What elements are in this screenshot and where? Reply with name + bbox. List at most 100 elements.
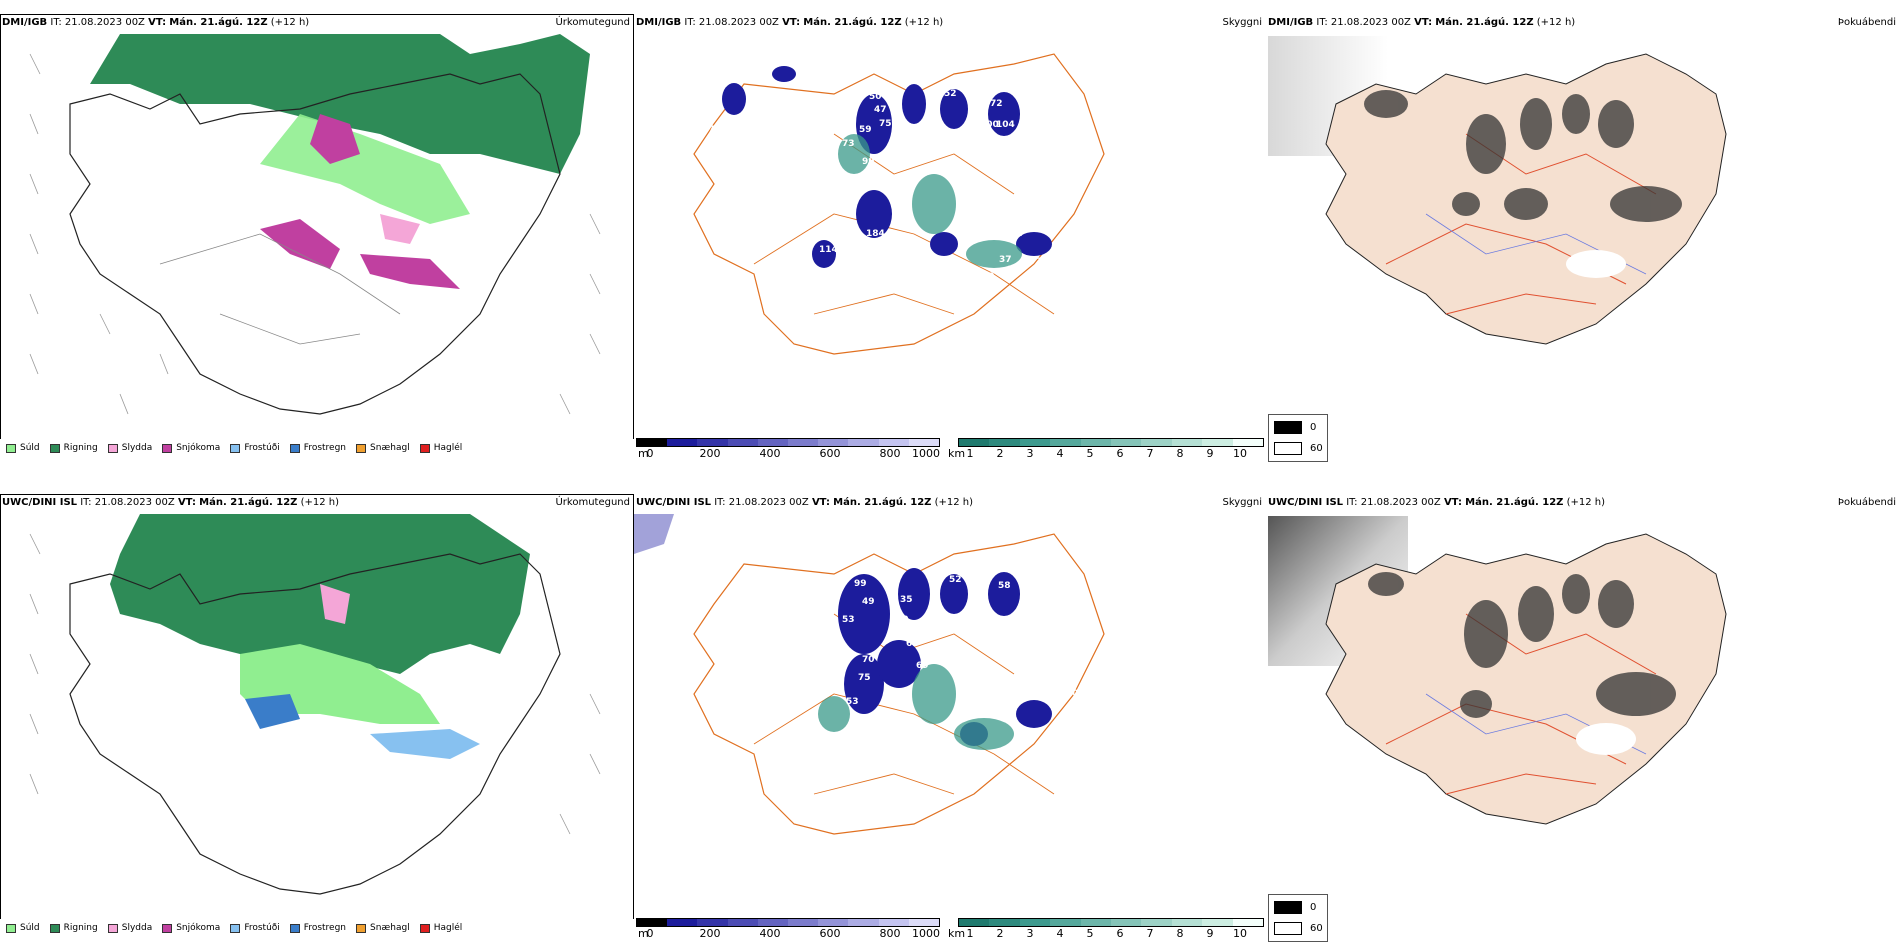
- ceiling-ticks: m 0 200 400 600 800 1000: [638, 447, 940, 460]
- precip-title: Úrkomutegund: [555, 497, 630, 508]
- legend-item: Snjókoma: [162, 443, 220, 453]
- hail-swatch: [419, 443, 430, 453]
- roads: [159, 233, 401, 345]
- value-label: 25: [1036, 257, 1049, 267]
- sleet-swatch: [107, 443, 118, 453]
- legend-item: Rigning: [49, 923, 98, 933]
- ceiling-colorbar: [636, 438, 940, 447]
- value-label: 173: [824, 197, 843, 207]
- fog-legend-black: [1274, 901, 1302, 914]
- value-label: 69: [1048, 617, 1061, 627]
- legend-item: Slydda: [107, 443, 152, 453]
- freezing-drizzle-area: [370, 729, 480, 759]
- value-label: 52: [949, 575, 962, 585]
- value-label: 62: [1012, 687, 1025, 697]
- value-label: 53: [846, 697, 859, 707]
- value-label: 96: [1086, 689, 1099, 699]
- precip-legend: Súld Rigning Slydda Snjókoma Frostúði Fr…: [6, 443, 462, 453]
- value-label: 100: [980, 120, 999, 130]
- fog-map-uwc: [1268, 516, 1727, 825]
- wind-barbs: [29, 533, 601, 835]
- low-ceiling-edge: [634, 514, 674, 554]
- fog-legend-white: [1274, 442, 1302, 455]
- fog-header: DMI/IGB IT: 21.08.2023 00Z VT: Mán. 21.á…: [1268, 17, 1576, 28]
- precip-map-uwc: [0, 514, 634, 944]
- legend-item: Frostregn: [289, 923, 346, 933]
- value-label: 99: [854, 579, 867, 589]
- value-label: 114: [819, 245, 838, 255]
- visibility-labels: 61 88 77 50 47 75 59 52 73 99 173 114 11…: [702, 69, 1099, 282]
- fog-legend-white: [1274, 922, 1302, 935]
- legend-item: Súld: [6, 443, 40, 453]
- snow-area: [310, 114, 360, 164]
- visibility-header: DMI/IGB IT: 21.08.2023 00Z VT: Mán. 21.á…: [636, 17, 944, 28]
- value-label: 18: [1086, 265, 1099, 275]
- value-label: 77: [702, 125, 715, 135]
- coastline: [69, 73, 561, 415]
- value-label: 114: [836, 222, 855, 232]
- ceiling-colorbar: [636, 918, 940, 927]
- value-label: 70: [862, 655, 875, 665]
- visibility-colorbar: [958, 918, 1264, 927]
- drizzle-swatch: [6, 443, 16, 453]
- fog-title: Þokuábendi: [1837, 17, 1896, 28]
- coastline: [69, 553, 561, 895]
- freezing-drizzle-swatch: [230, 443, 241, 453]
- low-visibility-areas: [838, 134, 1022, 268]
- legend-item: Frostúði: [230, 443, 280, 453]
- legend-item: Snæhagl: [356, 443, 410, 453]
- value-label: 56: [1037, 145, 1050, 155]
- fog-legend-black: [1274, 421, 1302, 434]
- hail-swatch: [419, 923, 430, 933]
- legend-bg: [0, 439, 634, 464]
- rain-swatch: [49, 443, 60, 453]
- rain-swatch: [49, 923, 60, 933]
- precip-header: DMI/IGB IT: 21.08.2023 00Z VT: Mán. 21.á…: [2, 17, 310, 28]
- value-label: 58: [998, 581, 1011, 591]
- clear-area: [1566, 250, 1626, 278]
- snow-area: [360, 254, 460, 289]
- freezing-rain-swatch: [289, 443, 300, 453]
- value-label: 72: [990, 99, 1003, 109]
- ceiling-ticks: m 0 200 400 600 800 1000: [638, 927, 940, 940]
- roads: [753, 133, 1055, 315]
- value-label: 76: [1026, 581, 1039, 591]
- value-label: 104: [996, 120, 1015, 130]
- fog-panel-dmi: DMI/IGB IT: 21.08.2023 00Z VT: Mán. 21.á…: [1266, 14, 1900, 464]
- sleet-area: [320, 584, 350, 624]
- legend-item: Súld: [6, 923, 40, 933]
- drizzle-swatch: [6, 923, 16, 933]
- visibility-panel-dmi: 61 88 77 50 47 75 59 52 73 99 173 114 11…: [634, 14, 1266, 464]
- precip-header: UWC/DINI ISL IT: 21.08.2023 00Z VT: Mán.…: [2, 497, 340, 508]
- value-label: 65: [906, 639, 919, 649]
- fog-map-dmi: [1268, 36, 1727, 345]
- freezing-drizzle-swatch: [230, 923, 241, 933]
- freezing-rain-swatch: [289, 923, 300, 933]
- freezing-rain-area: [245, 694, 300, 729]
- snow-swatch: [162, 443, 173, 453]
- visibility-header: UWC/DINI ISL IT: 21.08.2023 00Z VT: Mán.…: [636, 497, 974, 508]
- value-label: 30: [1046, 172, 1059, 182]
- value-label: 52: [944, 89, 957, 99]
- value-label: 61: [729, 69, 742, 79]
- legend-bg: [0, 919, 634, 944]
- visibility-colorbar: [958, 438, 1264, 447]
- value-label: 103: [1066, 689, 1085, 699]
- value-label: 59: [859, 125, 872, 135]
- legend-item: Slydda: [107, 923, 152, 933]
- snow-pellets-swatch: [356, 923, 367, 933]
- snow-area: [260, 219, 340, 269]
- rain-area: [90, 34, 590, 174]
- wind-barbs: [29, 53, 601, 415]
- legend-item: Snjókoma: [162, 923, 220, 933]
- value-label: 28: [1042, 202, 1055, 212]
- value-label: 50: [869, 92, 882, 102]
- fog-areas: [1364, 90, 1682, 222]
- precip-map-dmi: [0, 34, 634, 464]
- value-label: 184: [866, 229, 885, 239]
- value-label: 82: [1036, 687, 1049, 697]
- clear-area: [1576, 723, 1636, 755]
- fog-legend: 0 60: [1268, 894, 1328, 942]
- value-label: 53: [842, 615, 855, 625]
- value-label: 37: [999, 255, 1012, 265]
